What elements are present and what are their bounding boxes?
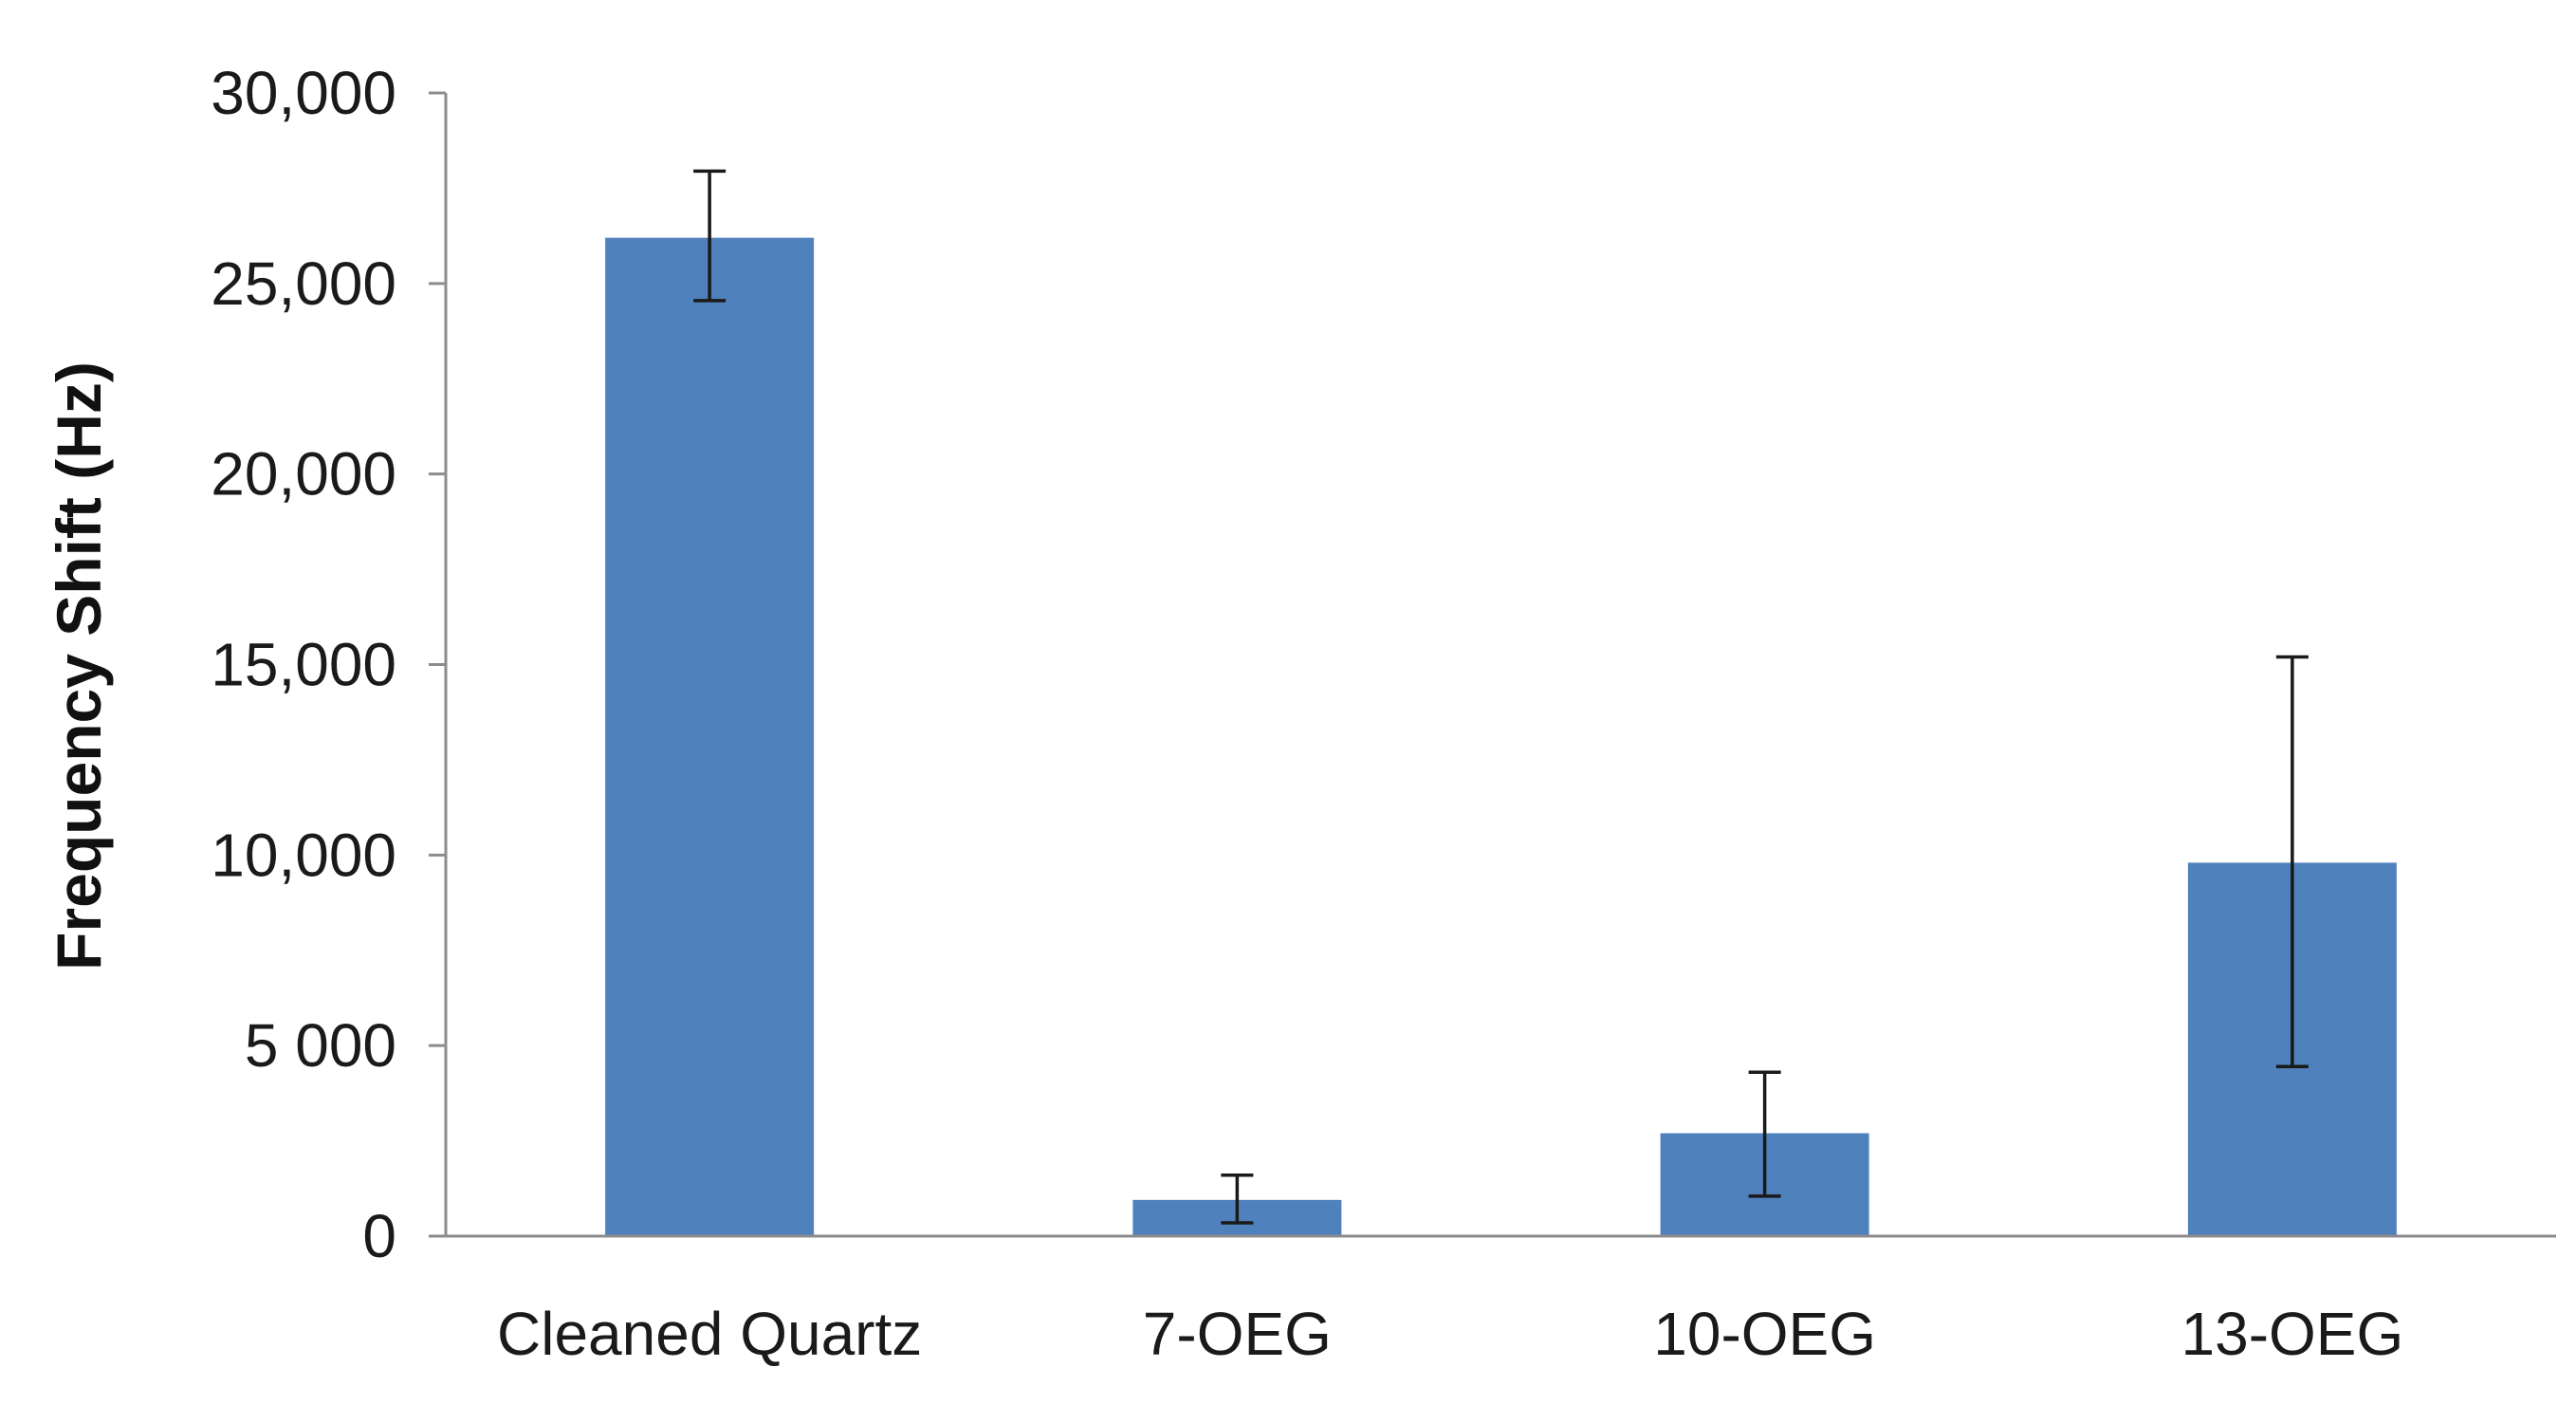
- y-axis-title: Frequency Shift (Hz): [44, 361, 114, 970]
- y-tick-label: 5 000: [245, 1011, 396, 1080]
- x-axis: Cleaned Quartz 7-OEG 10-OEG 13-OEG: [446, 1234, 2556, 1368]
- bars: [605, 237, 2397, 1237]
- x-tick-label: 7-OEG: [1143, 1300, 1332, 1368]
- error-bars: [693, 169, 2309, 1225]
- y-tick-label: 25,000: [211, 249, 396, 318]
- x-tick-label: Cleaned Quartz: [497, 1300, 922, 1368]
- y-tick-label: 15,000: [211, 631, 396, 699]
- x-tick-label: 13-OEG: [2181, 1300, 2404, 1368]
- y-tick-label: 0: [362, 1202, 396, 1270]
- y-axis: 0 5 000 10,000 15,000 20,000 25,000 30,000: [211, 59, 448, 1270]
- y-tick-label: 10,000: [211, 821, 396, 889]
- y-axis-title-group: Frequency Shift (Hz): [44, 361, 114, 970]
- bar-0: [605, 237, 815, 1237]
- y-tick-label: 20,000: [211, 440, 396, 508]
- x-tick-label: 10-OEG: [1653, 1300, 1876, 1368]
- y-tick-label: 30,000: [211, 59, 396, 127]
